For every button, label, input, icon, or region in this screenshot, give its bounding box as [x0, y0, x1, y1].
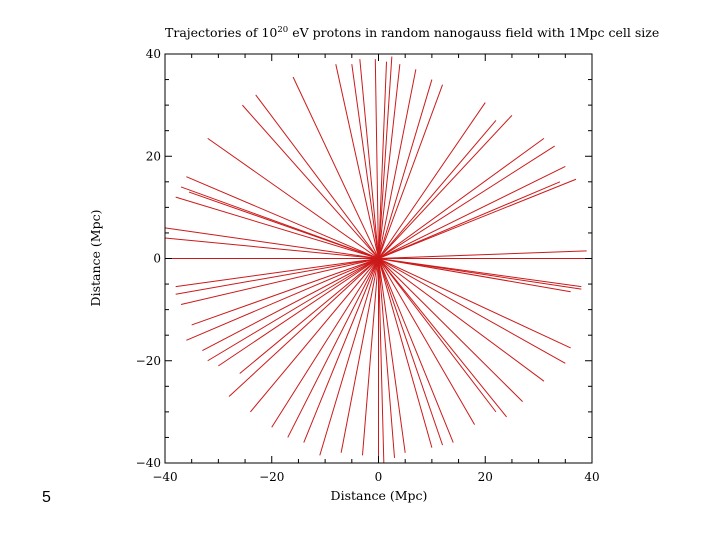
- trajectory-line-60: [359, 59, 379, 259]
- page-number: 5: [42, 489, 51, 506]
- trajectory-line-59: [378, 258, 571, 349]
- trajectory-line-58: [378, 258, 566, 364]
- trajectory-line-11: [378, 102, 486, 259]
- trajectory-line-49: [378, 258, 406, 453]
- trajectory-line-33: [186, 258, 379, 341]
- trajectory-line-42: [303, 258, 379, 443]
- trajectory-line-9: [292, 76, 379, 259]
- trajectory-line-1: [374, 59, 379, 259]
- y-tick-label: 40: [146, 47, 161, 61]
- trajectory-line-63: [188, 191, 379, 259]
- trajectory-line-34: [202, 258, 379, 351]
- trajectory-line-54: [378, 258, 497, 413]
- trajectory-line-12: [378, 120, 497, 259]
- trajectory-line-36: [239, 258, 379, 374]
- trajectory-line-22: [164, 227, 379, 259]
- trajectory-line-65: [378, 258, 582, 290]
- trajectory-line-8: [255, 94, 379, 259]
- trajectory-line-21: [175, 196, 379, 259]
- trajectory-line-61: [378, 56, 393, 259]
- trajectory-line-13: [378, 115, 513, 259]
- trajectory-line-55: [378, 258, 507, 418]
- trajectory-line-44: [340, 258, 379, 453]
- trajectory-line-15: [378, 145, 555, 259]
- x-axis-label: Distance (Mpc): [331, 488, 428, 503]
- trajectory-line-47: [378, 258, 385, 464]
- y-tick-label: 0: [153, 252, 161, 266]
- trajectory-line-37: [207, 258, 379, 362]
- y-tick-label: 20: [146, 149, 161, 163]
- trajectory-line-41: [287, 258, 379, 438]
- y-tick-label: −20: [136, 354, 161, 368]
- trajectory-line-56: [378, 258, 523, 403]
- trajectory-line-64: [378, 181, 561, 259]
- x-tick-label: 40: [584, 470, 599, 484]
- trajectory-line-62: [242, 104, 379, 259]
- trajectory-line-29: [175, 258, 379, 288]
- trajectory-line-17: [378, 178, 577, 259]
- trajectory-line-30: [175, 258, 379, 295]
- trajectory-line-2: [378, 61, 388, 259]
- trajectory-line-19: [186, 176, 379, 259]
- trajectory-line-26: [378, 250, 587, 259]
- trajectory-line-3: [351, 64, 379, 259]
- trajectory-line-32: [191, 258, 379, 326]
- trajectory-line-23: [164, 237, 379, 259]
- x-tick-label: 20: [478, 470, 493, 484]
- y-axis-label: Distance (Mpc): [88, 210, 103, 307]
- x-tick-label: 0: [375, 470, 383, 484]
- trajectory-line-52: [378, 258, 454, 443]
- trajectory-line-5: [378, 69, 417, 259]
- trajectory-lines: [164, 56, 592, 464]
- trajectory-line-7: [378, 84, 444, 259]
- trajectory-line-40: [271, 258, 379, 428]
- axis-ticks: −40 −20 0 20 40 40 20 0 −20 −40: [136, 47, 600, 484]
- trajectory-line-43: [319, 258, 379, 456]
- trajectory-line-38: [228, 258, 379, 397]
- y-tick-label: −40: [136, 456, 161, 470]
- trajectory-line-57: [378, 258, 545, 382]
- trajectory-line-51: [378, 258, 444, 446]
- trajectory-line-45: [361, 258, 379, 456]
- chart-title: Trajectories of 1020 eV protons in rando…: [165, 25, 659, 40]
- trajectory-line-31: [180, 258, 379, 305]
- trajectory-line-48: [378, 258, 396, 458]
- x-tick-label: −40: [152, 470, 177, 484]
- trajectory-line-28: [378, 258, 571, 293]
- trajectory-line-10: [335, 64, 379, 259]
- trajectory-line-4: [378, 64, 401, 259]
- trajectory-line-35: [218, 258, 379, 367]
- trajectory-line-18: [207, 137, 379, 259]
- trajectory-line-50: [378, 258, 433, 448]
- trajectory-line-53: [378, 258, 476, 425]
- trajectory-line-16: [378, 166, 566, 259]
- trajectory-line-39: [250, 258, 379, 413]
- trajectory-line-6: [378, 79, 433, 259]
- x-tick-label: −20: [259, 470, 284, 484]
- trajectory-line-14: [378, 137, 545, 259]
